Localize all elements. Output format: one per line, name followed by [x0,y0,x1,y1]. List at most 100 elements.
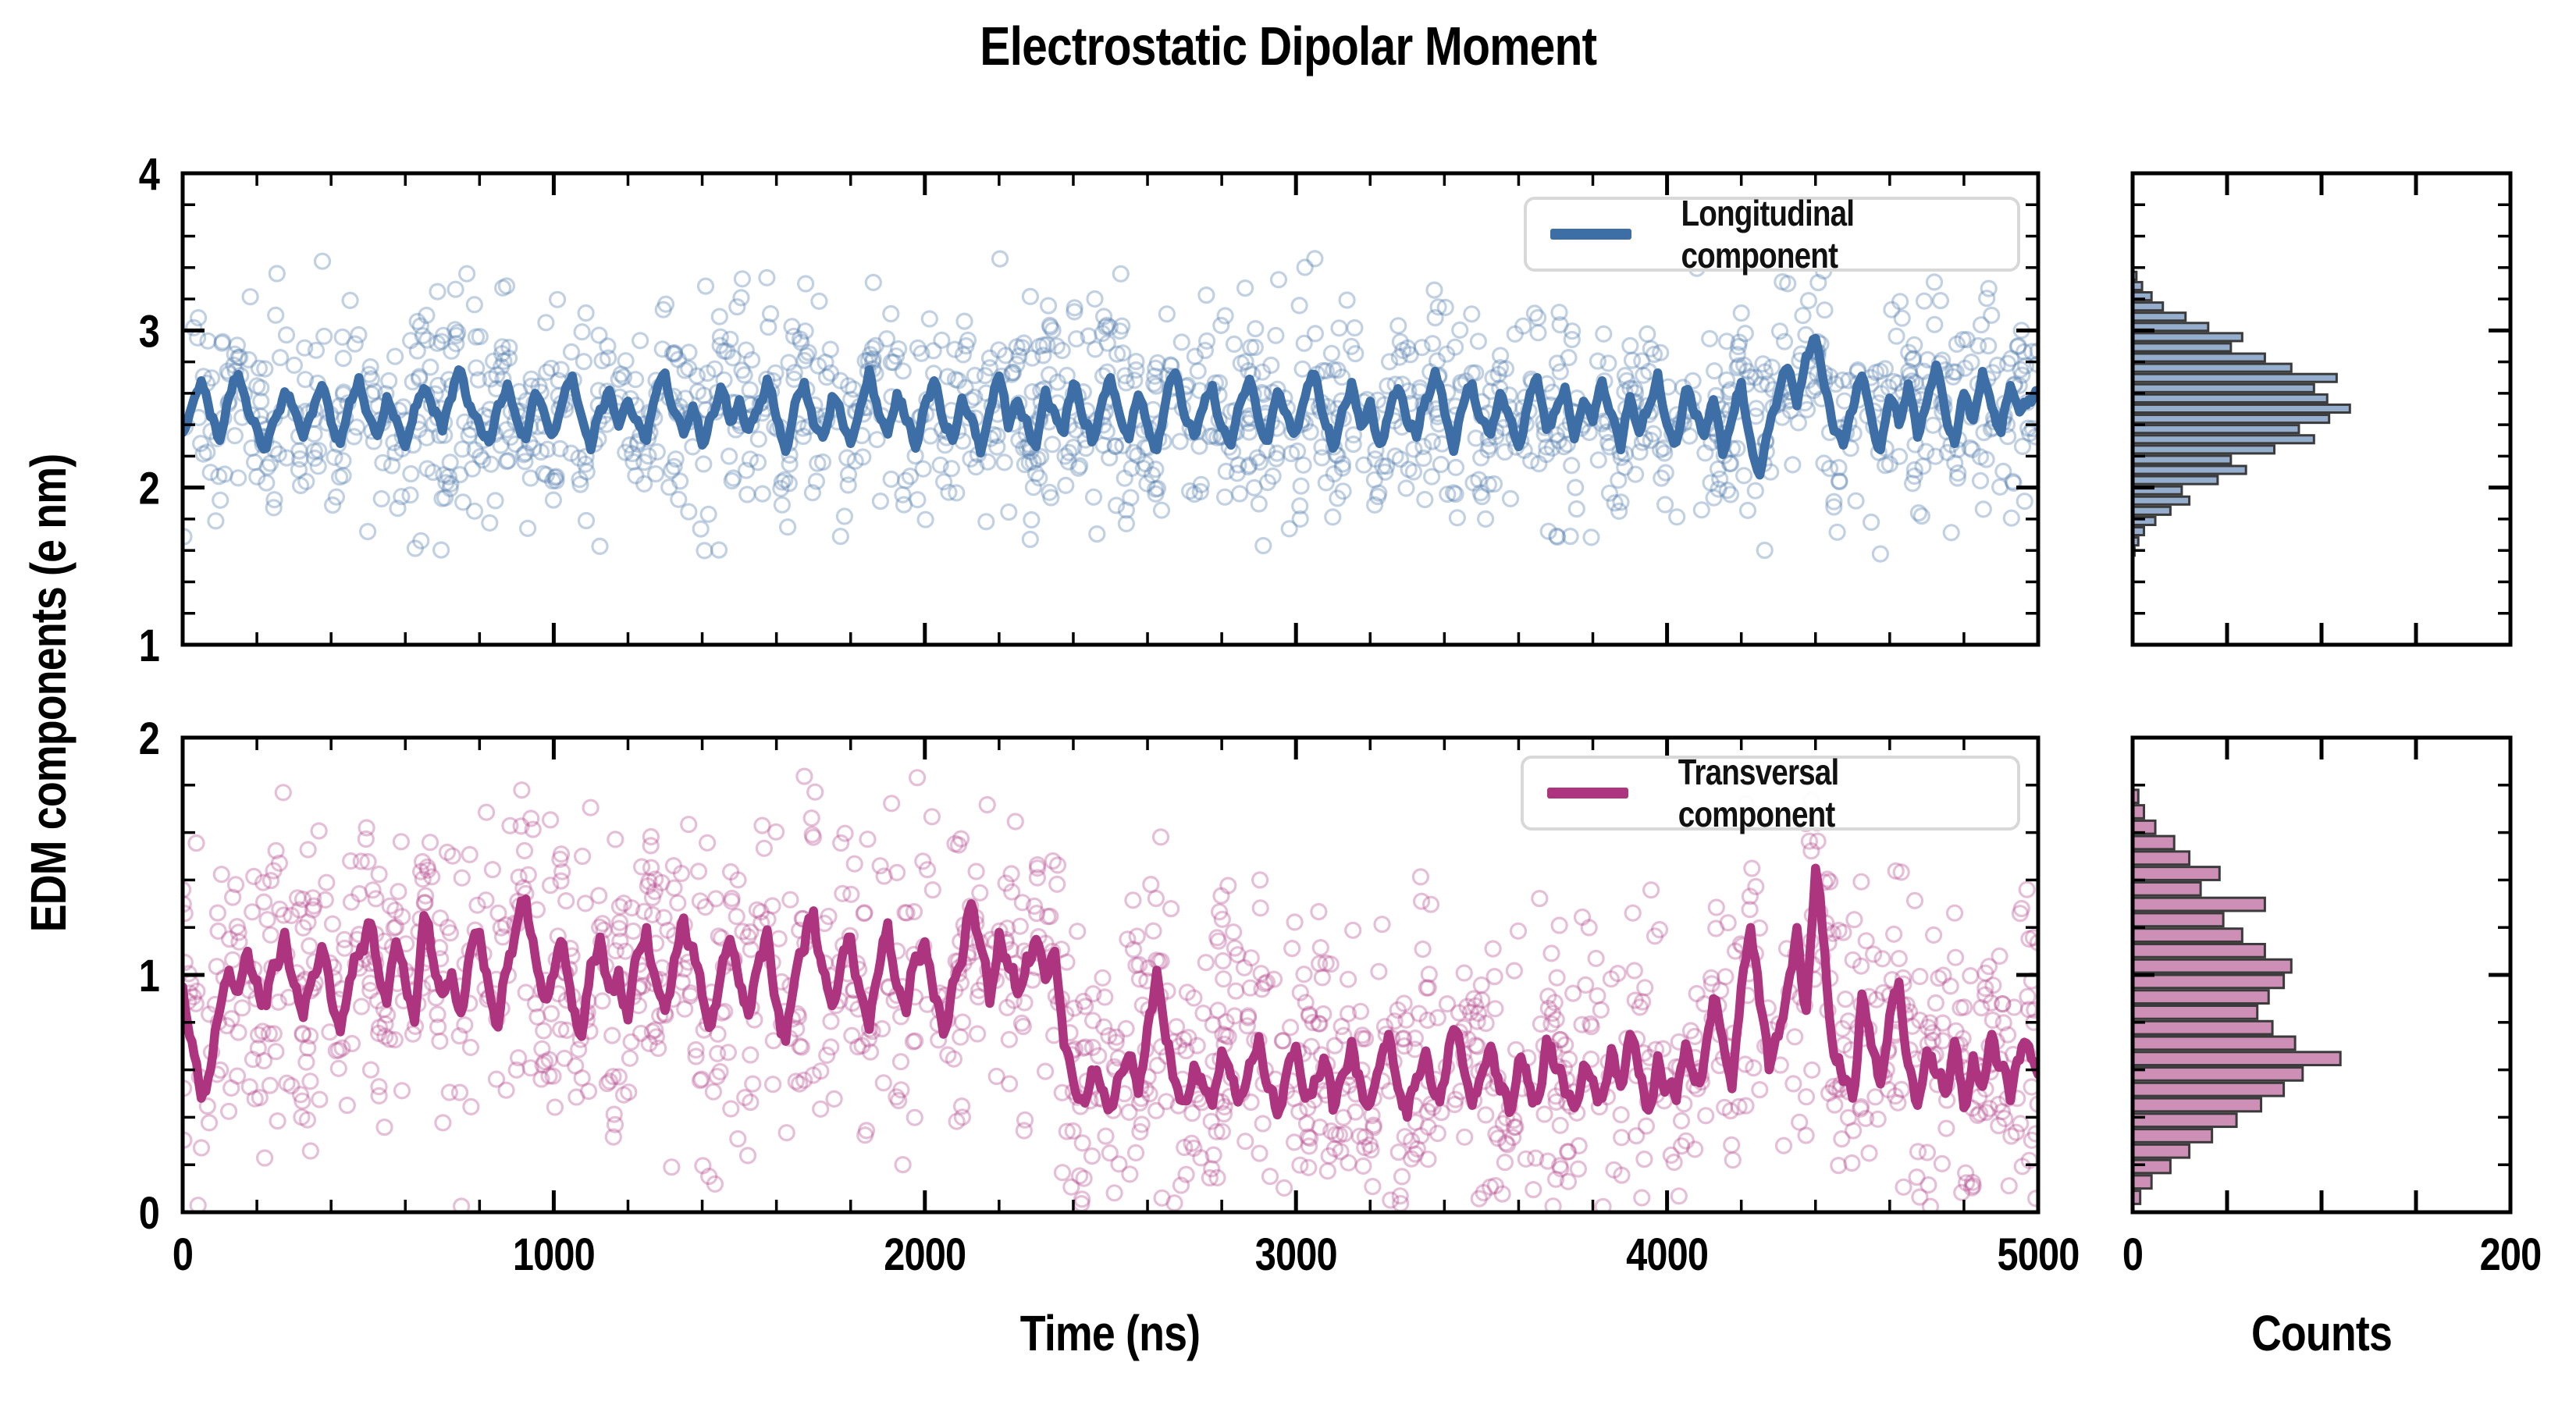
data-point [1094,969,1112,987]
data-point [1025,897,1044,916]
data-point [1876,360,1894,378]
data-point [1378,457,1396,475]
data-point [1059,453,1078,471]
data-point [1486,1176,1504,1195]
data-point [1024,478,1043,496]
data-point [2027,1190,2038,1208]
data-point [2026,1125,2038,1143]
data-point [514,446,533,464]
data-point [692,1070,710,1088]
data-point [1329,361,1347,379]
data-point [669,894,687,912]
data-point [896,471,915,489]
data-point [635,453,653,471]
data-point [413,852,432,871]
data-point [493,357,511,375]
data-point [1999,354,2017,372]
hist-bar [2131,973,2286,990]
data-point [1041,483,1059,501]
data-point [439,468,458,486]
data-point [643,1023,661,1040]
data-point [294,1024,311,1043]
data-point [1344,921,1362,939]
data-point [646,882,664,901]
data-point [361,981,379,1000]
data-point [370,1024,388,1043]
data-point [2018,880,2036,898]
data-point [249,1039,267,1058]
data-point [274,784,292,802]
data-point [734,923,752,941]
data-point [226,427,244,445]
data-point [1362,1141,1380,1159]
data-point [604,1128,622,1146]
data-point [1262,356,1280,374]
data-point [2002,350,2020,368]
data-point [1873,950,1891,968]
data-point [1944,363,1962,381]
data-point [433,489,451,507]
data-point [1815,454,1833,472]
data-point [1029,450,1047,468]
data-point [676,1000,694,1018]
data-point [1677,1132,1695,1150]
data-point [1547,1093,1565,1112]
data-point [393,488,411,506]
data-point [817,368,836,386]
data-point [1994,995,2012,1013]
data-point [687,1040,705,1059]
data-point [533,1040,551,1058]
data-point [336,930,354,948]
data-point [906,1032,924,1050]
data-point [1232,354,1250,372]
data-point [1480,437,1499,455]
data-point [1299,1128,1317,1146]
data-point [1204,1146,1222,1164]
data-point [386,347,404,365]
data-point [1525,304,1544,322]
data-point [522,809,540,827]
data-point [906,1108,923,1126]
data-point [957,337,975,355]
data-point [246,1090,264,1108]
data-point [704,1083,723,1101]
data-point [1826,1096,1844,1114]
data-point [1313,449,1331,467]
data-point [1926,315,1944,333]
data-point [1355,456,1373,474]
data-point [1242,1093,1260,1112]
data-point [1467,429,1485,447]
data-point [221,930,239,948]
data-point [936,436,954,454]
data-point [370,1019,389,1037]
data-point [1557,1036,1574,1054]
data-point [888,863,906,882]
data-point [1728,439,1746,457]
data-point [1012,1014,1031,1032]
data-point [1980,279,1998,297]
data-point [267,306,285,324]
data-point [1570,1136,1588,1155]
data-point [1919,350,1937,368]
data-point [803,484,822,502]
data-point [1668,508,1686,526]
data-point [741,381,759,399]
data-point [1238,1017,1256,1035]
data-point [1706,362,1724,380]
data-point [577,511,596,530]
data-point [1703,969,1720,987]
data-point [1245,478,1263,497]
data-point [1573,908,1592,927]
data-point [1208,929,1226,947]
data-point [1642,432,1660,450]
data-point [1153,1189,1171,1207]
data-point [709,1044,727,1062]
data-point [1416,490,1434,509]
data-point [849,1038,867,1056]
data-point [1833,1129,1851,1148]
data-point [1548,969,1566,987]
data-point [1934,966,1952,984]
data-point [418,858,436,876]
data-point [1799,292,1817,310]
data-point [1958,1174,1976,1192]
